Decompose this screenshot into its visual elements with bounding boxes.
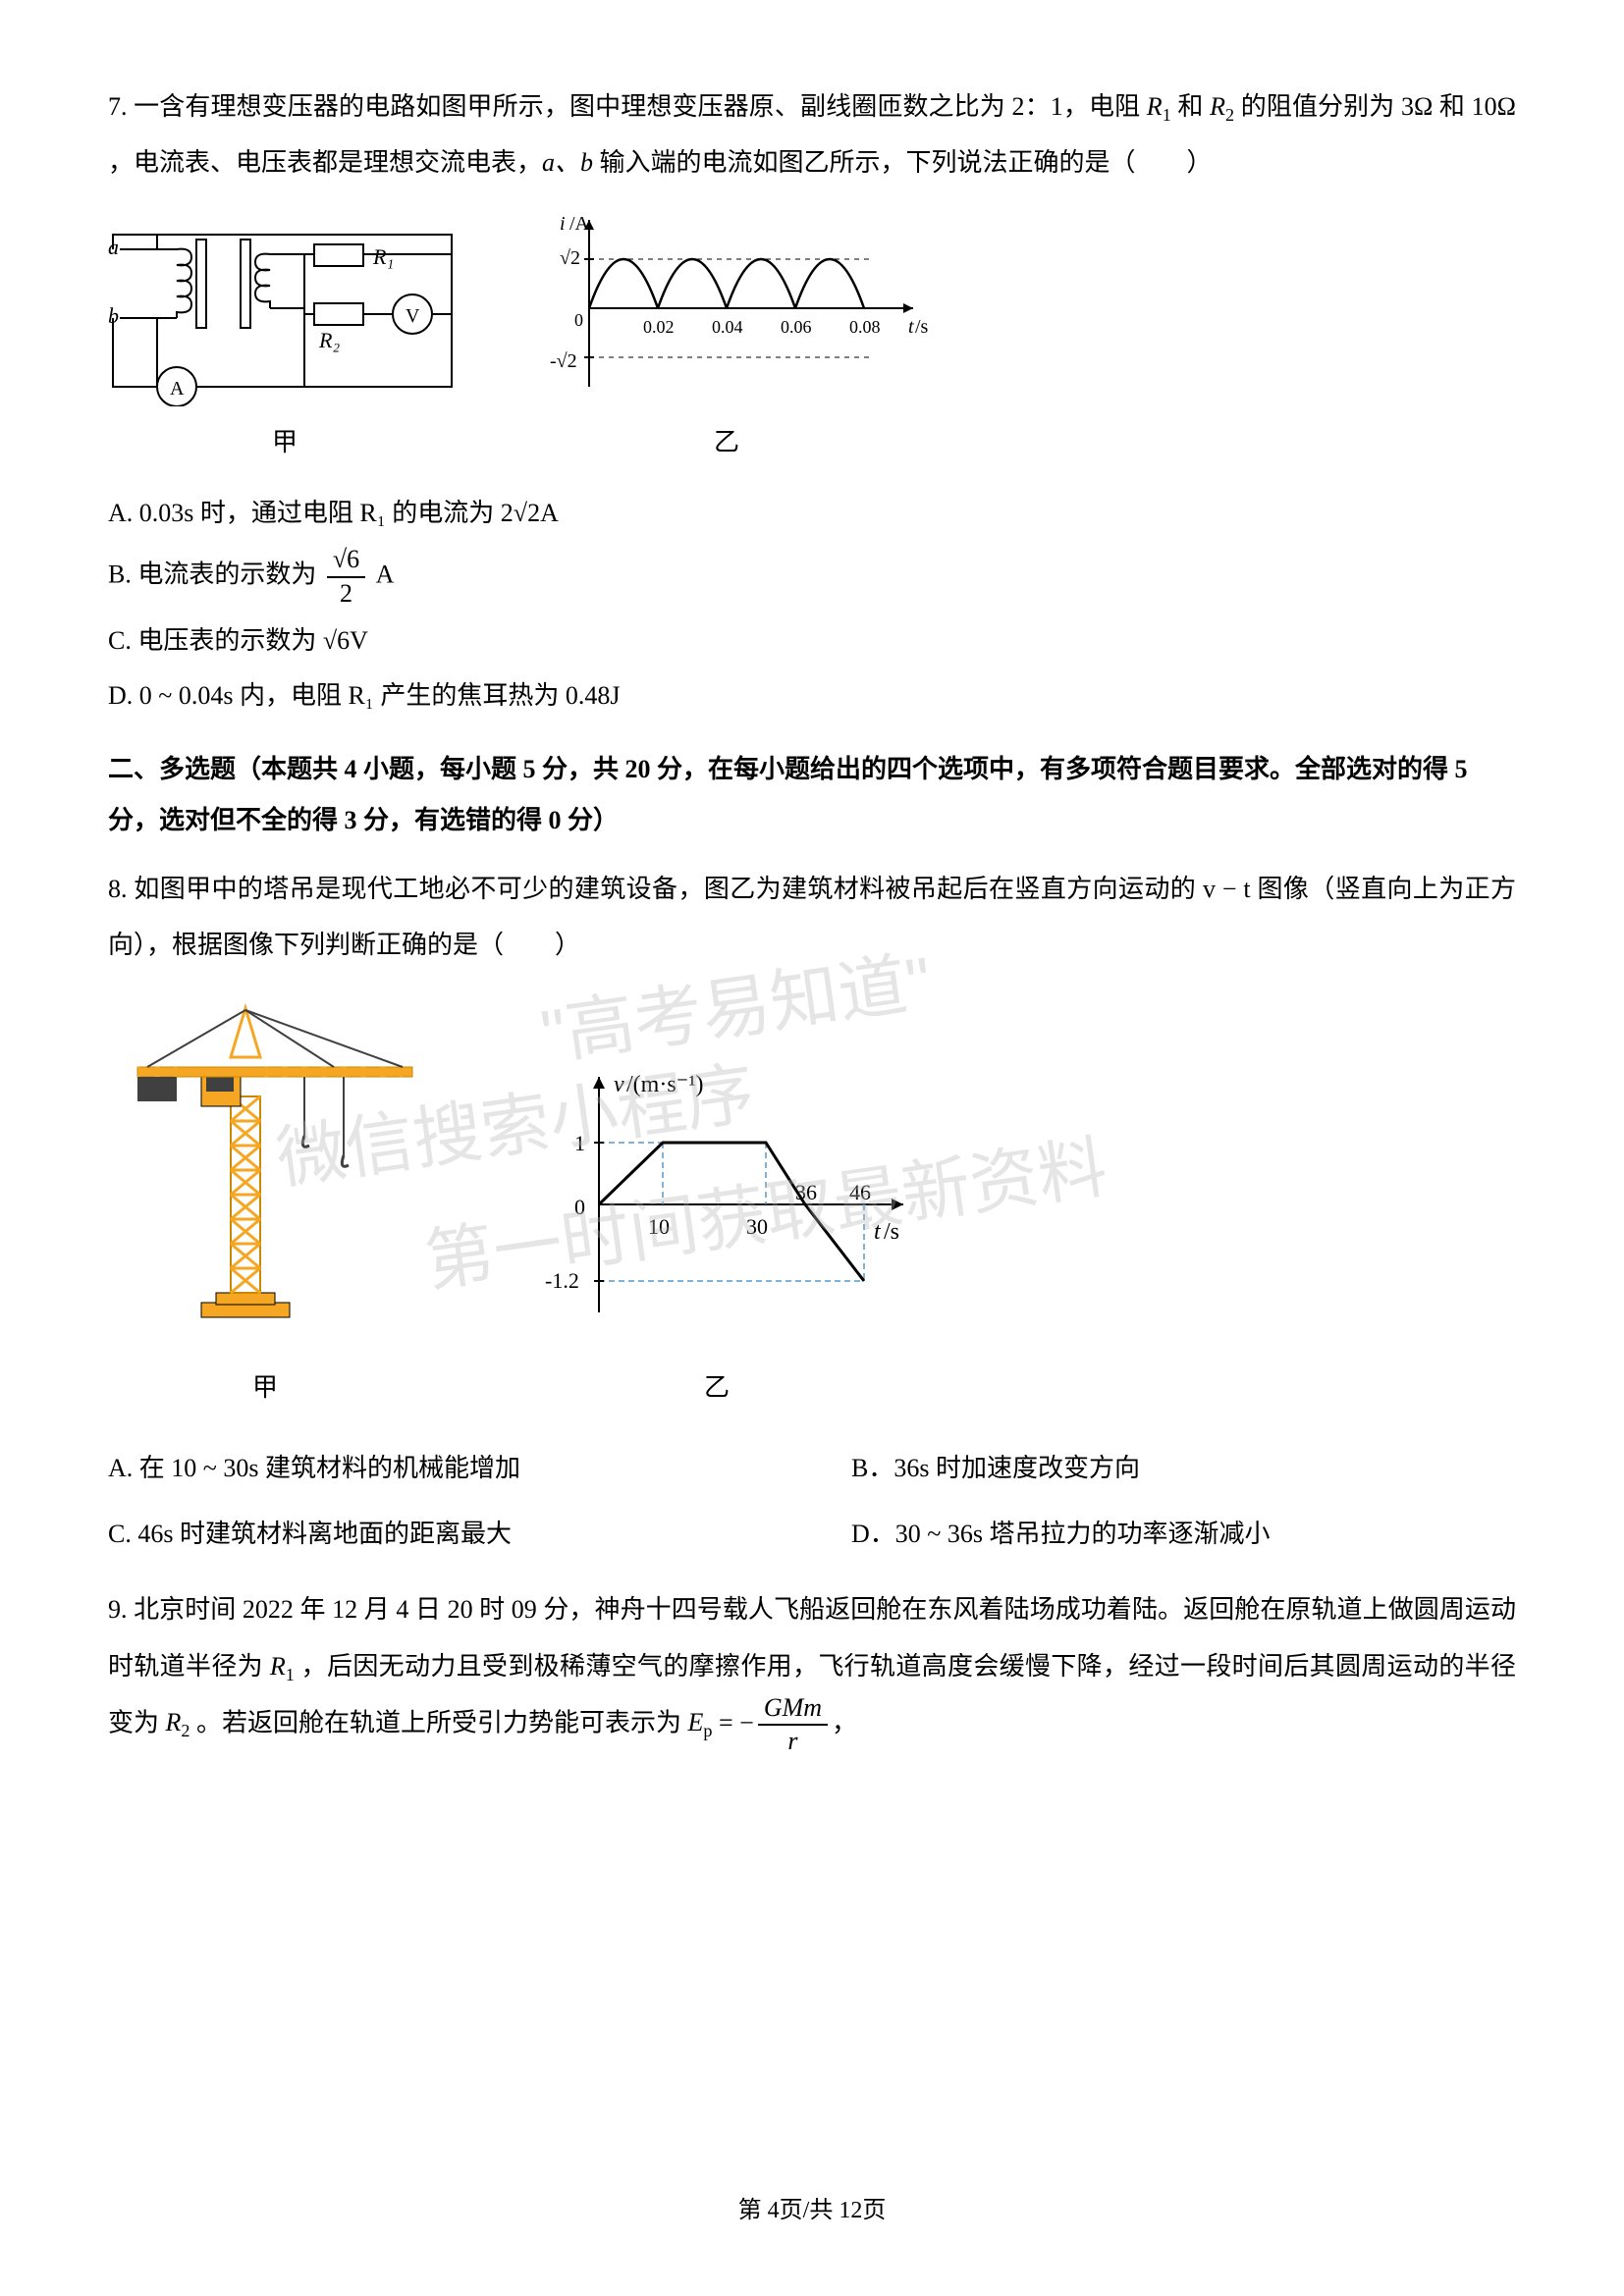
waveform-chart: i /A t /s √2 -√2 0.02 0.04 0.06 0.08 [520,210,933,406]
q7-option-d: D. 0 ~ 0.04s 内，电阻 R₁ 产生的焦耳热为 0.48J [108,673,1516,720]
q7-R1-sub: 1 [1163,105,1171,125]
q9-Ep-sub: p [703,1721,712,1740]
footer-total: 12 [839,2198,862,2223]
q7-R1: R [1147,92,1163,121]
q7-text-part1: 7. 一含有理想变压器的电路如图甲所示，图中理想变压器原、副线圈匝数之比为 2：… [108,92,1147,121]
q9-Ep: E [688,1708,704,1736]
footer-middle: 页/共 [780,2198,839,2223]
q9-R2: R [166,1708,182,1736]
q7-figures: a b A [108,210,1516,470]
crane-svg [108,998,422,1332]
q8-text: 8. 如图甲中的塔吊是现代工地必不可少的建筑设备，图乙为建筑材料被吊起后在竖直方… [108,861,1516,973]
q8-options: A. 在 10 ~ 30s 建筑材料的机械能增加 B．36s 时加速度改变方向 … [108,1440,1516,1562]
q9-text-part3: 。若返回舱在轨道上所受引力势能可表示为 [190,1708,688,1736]
svg-text:46: 46 [849,1180,871,1204]
footer-current: 4 [768,2198,780,2223]
q8-option-b: B．36s 时加速度改变方向 [851,1440,1516,1496]
q9-R2-sub: 2 [181,1721,189,1740]
svg-text:-√2: -√2 [550,350,577,372]
svg-text:0.06: 0.06 [781,317,812,337]
q7-opt-b-den: 2 [327,578,365,609]
svg-text:/(m·s⁻¹): /(m·s⁻¹) [626,1072,704,1097]
vt-chart-container: v /(m·s⁻¹) t /s 1 0 -1.2 10 30 36 46 [520,1057,913,1415]
q7-text: 7. 一含有理想变压器的电路如图甲所示，图中理想变压器原、副线圈匝数之比为 2：… [108,79,1516,190]
q9-text-part4: ， [832,1708,857,1736]
q7-text-part4: 输入端的电流如图乙所示，下列说法正确的是（ ） [593,148,1213,177]
footer-suffix: 页 [862,2198,886,2223]
svg-text:0.08: 0.08 [849,317,881,337]
q7-opt-b-frac: √6 2 [327,546,365,608]
q7-opt-d-text: D. 0 ~ 0.04s 内，电阻 R₁ 产生的焦耳热为 0.48J [108,681,621,710]
svg-text:b: b [108,303,119,328]
q7-opt-b-suffix: A [376,561,395,589]
circuit-diagram-container: a b A [108,210,461,470]
svg-text:i: i [560,213,566,235]
svg-text:R₁: R₁ [372,244,394,269]
q9-R1-sub: 1 [286,1665,295,1684]
svg-text:1: 1 [574,1131,585,1155]
page-content: 7. 一含有理想变压器的电路如图甲所示，图中理想变压器原、副线圈匝数之比为 2：… [108,79,1516,1756]
svg-text:t: t [908,316,914,338]
svg-text:0: 0 [574,1195,585,1219]
circuit-label: 甲 [108,414,461,470]
q7-option-b: B. 电流表的示数为 √6 2 A [108,546,1516,608]
vt-label: 乙 [520,1360,913,1415]
svg-text:R₂: R₂ [318,328,340,352]
svg-text:v: v [614,1072,624,1097]
q8-option-d: D．30 ~ 36s 塔吊拉力的功率逐渐减小 [851,1506,1516,1562]
circuit-diagram: a b A [108,210,461,406]
q8-option-a: A. 在 10 ~ 30s 建筑材料的机械能增加 [108,1440,773,1496]
q7-text-part2: 和 [1171,92,1210,121]
vt-chart-svg: v /(m·s⁻¹) t /s 1 0 -1.2 10 30 36 46 [520,1057,913,1332]
crane-container: 甲 [108,998,422,1415]
svg-text:a: a [108,235,119,259]
svg-text:0: 0 [574,310,583,330]
svg-text:/A: /A [569,213,590,235]
waveform-svg: i /A t /s √2 -√2 0.02 0.04 0.06 0.08 [520,210,933,406]
svg-text:V: V [406,305,420,327]
q8-figures: 甲 v /(m·s⁻¹) t /s 1 0 -1.2 10 30 36 46 [108,998,1516,1415]
svg-text:10: 10 [648,1214,670,1239]
section2-header: 二、多选题（本题共 4 小题，每小题 5 分，共 20 分，在每小题给出的四个选… [108,744,1516,846]
svg-text:t: t [874,1219,882,1245]
q9-R1: R [270,1652,286,1681]
q7-opt-b-num: √6 [327,546,365,578]
circuit-svg: a b A [108,210,461,406]
q7-option-c: C. 电压表的示数为 √6V [108,618,1516,665]
crane-label: 甲 [108,1360,422,1415]
q9-frac: GMmr [758,1694,828,1756]
q7-ab: a、b [542,148,593,177]
page-footer: 第 4页/共 12页 [0,2185,1624,2237]
q9-text: 9. 北京时间 2022 年 12 月 4 日 20 时 09 分，神舟十四号载… [108,1581,1516,1756]
svg-text:√2: √2 [560,247,580,269]
svg-text:-1.2: -1.2 [545,1268,579,1293]
q7-opt-c-text: C. 电压表的示数为 √6V [108,626,368,655]
footer-prefix: 第 [738,2198,768,2223]
svg-text:0.04: 0.04 [712,317,743,337]
q8-option-c: C. 46s 时建筑材料离地面的距离最大 [108,1506,773,1562]
svg-text:0.02: 0.02 [643,317,675,337]
q7-option-a: A. 0.03s 时，通过电阻 R₁ 的电流为 2√2A [108,491,1516,537]
q7-opt-a-text: A. 0.03s 时，通过电阻 R₁ 的电流为 2√2A [108,499,559,527]
waveform-container: i /A t /s √2 -√2 0.02 0.04 0.06 0.08 [520,210,933,470]
waveform-label: 乙 [520,414,933,470]
svg-text:30: 30 [746,1214,768,1239]
q9-frac-den: r [758,1726,828,1756]
q9-eq: = − [713,1708,754,1736]
q9-frac-num: GMm [758,1694,828,1727]
q7-opt-b-prefix: B. 电流表的示数为 [108,561,316,589]
svg-text:/s: /s [915,316,929,338]
q7-R2: R [1210,92,1225,121]
q7-R2-sub: 2 [1225,105,1234,125]
svg-text:/s: /s [884,1219,899,1245]
svg-text:A: A [170,378,185,400]
